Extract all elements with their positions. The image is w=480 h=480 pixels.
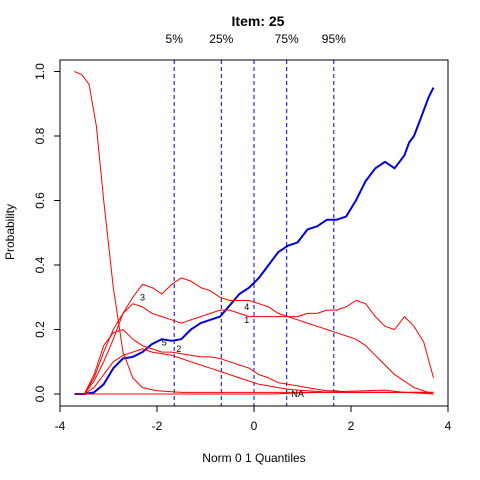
x-tick-label-0: -4 — [55, 419, 66, 433]
x-axis-label: Norm 0 1 Quantiles — [202, 451, 305, 465]
curve-labels: 3 52 4 1 NA — [140, 292, 304, 399]
option-curve-2 — [74, 277, 434, 395]
y-tick-label-4: 0.8 — [33, 127, 47, 144]
quantile-label-3: 95% — [322, 32, 346, 46]
x-tick-label-1: -2 — [152, 419, 163, 433]
x-tick-label-4: 4 — [445, 419, 452, 433]
curve-label-5: NA — [291, 389, 304, 399]
key-option-curve — [74, 87, 435, 395]
y-tick-label-3: 0.6 — [33, 192, 47, 209]
quantile-label-0: 5% — [166, 32, 184, 46]
plot-area — [74, 60, 435, 406]
option-curve-6 — [74, 389, 434, 395]
curve-label-0: 3 — [140, 292, 145, 302]
y-tick-label-5: 1.0 — [33, 63, 47, 80]
chart-title: Item: 25 — [232, 13, 285, 29]
curve-label-2: 2 — [176, 344, 181, 354]
plot-frame — [59, 59, 449, 407]
curve-label-3: 4 — [244, 302, 249, 312]
quantile-label-1: 25% — [209, 32, 233, 46]
x-tick-label-3: 2 — [348, 419, 355, 433]
option-curve-3 — [74, 300, 434, 395]
curve-label-1: 5 — [162, 337, 167, 347]
x-tick-label-2: 0 — [251, 419, 258, 433]
quantile-label-2: 75% — [275, 32, 299, 46]
option-curve-5 — [74, 348, 434, 395]
y-tick-label-0: 0.0 — [33, 385, 47, 402]
y-axis-label: Probability — [3, 204, 17, 260]
curve-label-4: 1 — [244, 315, 249, 325]
y-tick-label-2: 0.4 — [33, 256, 47, 273]
y-tick-label-1: 0.2 — [33, 321, 47, 338]
